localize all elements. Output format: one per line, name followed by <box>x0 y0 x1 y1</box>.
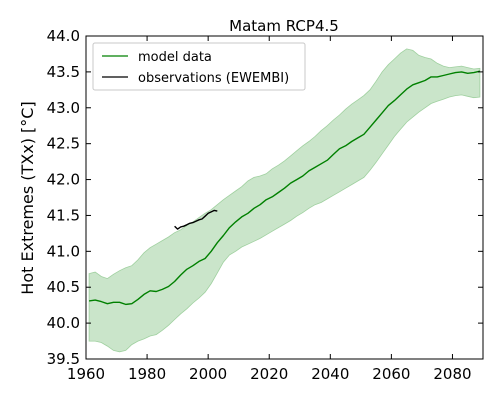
y-tick-label: 43.0 <box>47 99 80 117</box>
plot-clip-group <box>88 48 481 353</box>
x-tick-label: 1980 <box>128 365 166 383</box>
observations-line <box>174 209 218 230</box>
x-tick-label: 2000 <box>189 365 227 383</box>
legend-label-observations: observations (EWEMBI) <box>138 71 289 86</box>
legend-label-model-data: model data <box>138 50 212 65</box>
x-tick-label: 2080 <box>433 365 471 383</box>
y-tick-label: 44.0 <box>47 27 80 45</box>
axes-layer: 1960 1980 2000 2020 2040 2060 2080 39.5 40.0 40.5… <box>47 27 484 383</box>
x-tick-label: 2060 <box>372 365 410 383</box>
y-axis-label: Hot Extremes (TXx) [°C] <box>18 101 37 294</box>
chart-title: Matam RCP4.5 <box>229 17 339 35</box>
y-tick-label: 43.5 <box>47 63 80 81</box>
x-tick-label: 1960 <box>67 365 105 383</box>
y-tick-label: 39.5 <box>47 350 80 368</box>
legend-frame <box>92 42 306 91</box>
y-tick-label: 42.5 <box>47 135 80 153</box>
axes-frame <box>85 35 484 360</box>
legend: model data observations (EWEMBI) <box>92 42 306 91</box>
x-tick-label: 2020 <box>250 365 288 383</box>
y-tick-label: 40.5 <box>47 278 80 296</box>
plot-layer <box>88 48 481 353</box>
y-tick-label: 40.0 <box>47 314 80 332</box>
x-tick-label: 2040 <box>311 365 349 383</box>
y-tick-label: 42.0 <box>47 171 80 189</box>
y-tick-label: 41.0 <box>47 242 80 260</box>
model-data-range-band <box>88 48 481 353</box>
y-tick-label: 41.5 <box>47 206 80 224</box>
model-data-line <box>89 70 481 306</box>
